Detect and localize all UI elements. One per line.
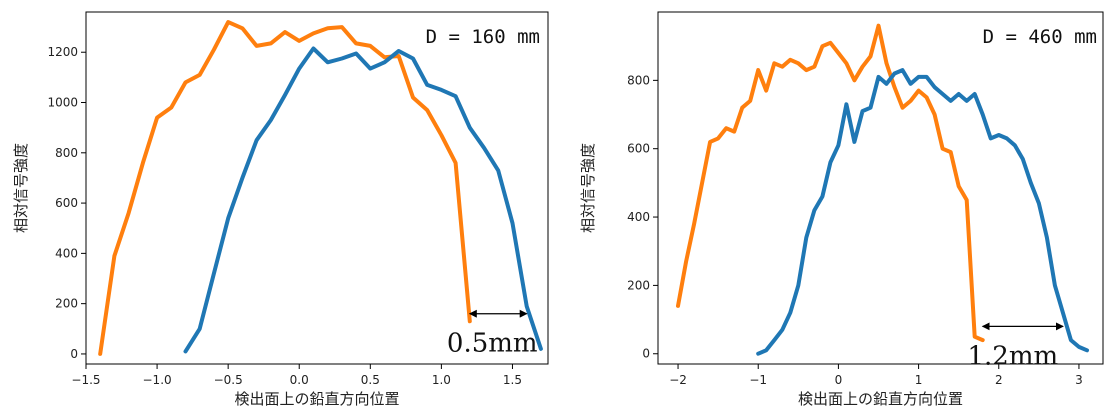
y-tick-label: 0 [70, 347, 78, 361]
chart-title: D = 460 mm [983, 26, 1097, 48]
x-tick-label: −2 [669, 373, 687, 387]
x-tick-label: 1.0 [432, 373, 451, 387]
y-tick-label: 1000 [47, 96, 78, 110]
series-line-1 [756, 68, 1089, 356]
x-axis-label: 検出面上の鉛直方向位置 [798, 390, 963, 408]
plot-frame [85, 11, 549, 365]
series-line-0 [98, 20, 472, 356]
series-line-0 [676, 23, 985, 343]
chart-d160: −1.5 −1.0 −0.5 0.0 0.5 1.0 1.5 0 200 400 600 800 100… [12, 11, 549, 408]
annotation-label: 1.2mm [967, 341, 1058, 371]
y-axis-label: 相対信号強度 [579, 143, 597, 233]
x-tick-label: −1 [749, 373, 767, 387]
y-tick-label: 600 [55, 196, 78, 210]
x-tick-label: 3 [1075, 373, 1083, 387]
y-tick-label: 600 [627, 142, 650, 156]
y-tick-label: 200 [55, 297, 78, 311]
x-tick-label: 0.0 [290, 373, 309, 387]
x-tick-label: −1.0 [143, 373, 172, 387]
y-tick-label: 1200 [47, 45, 78, 59]
x-tick-label: −0.5 [214, 373, 243, 387]
y-tick-label: 400 [627, 210, 650, 224]
chart-title: D = 160 mm [426, 26, 540, 48]
x-tick-label: 1.5 [503, 373, 522, 387]
series-line-1 [183, 46, 543, 354]
plot-frame [657, 11, 1104, 365]
y-tick-label: 800 [627, 73, 650, 87]
x-tick-label: 2 [995, 373, 1003, 387]
x-tick-label: 1 [915, 373, 923, 387]
x-tick-label: 0 [835, 373, 843, 387]
y-axis-label: 相対信号強度 [12, 143, 30, 233]
y-tick-label: 400 [55, 246, 78, 260]
x-tick-label: −1.5 [71, 373, 100, 387]
y-tick-label: 0 [642, 347, 650, 361]
annotation-label: 0.5mm [447, 329, 538, 359]
chart-d460: −2 −1 0 1 2 3 0 200 400 600 800 D = 460 mm 検出面上の鉛直方向… [579, 11, 1104, 408]
x-tick-label: 0.5 [361, 373, 380, 387]
x-axis-label: 検出面上の鉛直方向位置 [234, 390, 399, 408]
y-tick-label: 200 [627, 278, 650, 292]
y-tick-label: 800 [55, 146, 78, 160]
